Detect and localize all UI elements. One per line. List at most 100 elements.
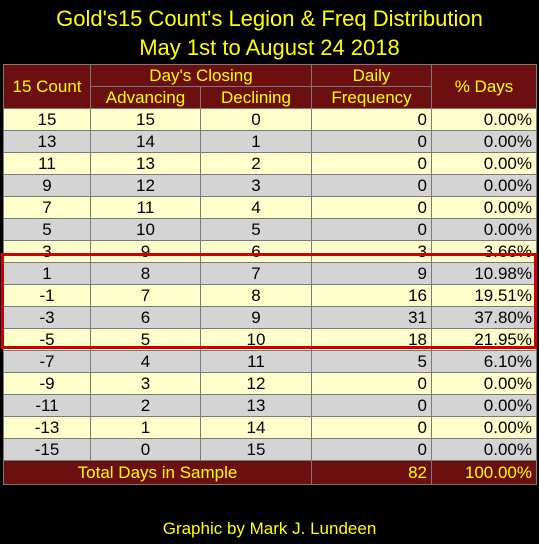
- total-frequency: 82: [311, 460, 432, 485]
- cell-frequency: 31: [311, 306, 432, 329]
- table-row: 11 13 2 0 0.00%: [3, 152, 537, 175]
- cell-advancing: 12: [90, 174, 201, 197]
- header-days-closing: Day's Closing: [90, 64, 312, 87]
- table-body: 15 15 0 0 0.00% 13 14 1 0 0.00% 11 13 2 0 0.00% 9 12 3 0 0.…: [3, 108, 537, 461]
- cell-frequency: 0: [311, 152, 432, 175]
- cell-pct-days: 0.00%: [431, 196, 537, 219]
- cell-declining: 14: [200, 416, 312, 439]
- cell-frequency: 0: [311, 174, 432, 197]
- cell-15-count: -13: [3, 416, 91, 439]
- cell-advancing: 2: [90, 394, 201, 417]
- total-label: Total Days in Sample: [3, 460, 312, 485]
- cell-15-count: -7: [3, 350, 91, 373]
- cell-pct-days: 0.00%: [431, 394, 537, 417]
- cell-15-count: 7: [3, 196, 91, 219]
- cell-declining: 5: [200, 218, 312, 241]
- header-pct-days: % Days: [431, 64, 537, 109]
- header-advancing: Advancing: [90, 86, 201, 109]
- cell-pct-days: 0.00%: [431, 438, 537, 461]
- cell-15-count: -1: [3, 284, 91, 307]
- cell-15-count: -11: [3, 394, 91, 417]
- table-row: -9 3 12 0 0.00%: [3, 372, 537, 395]
- cell-frequency: 0: [311, 218, 432, 241]
- cell-15-count: 3: [3, 240, 91, 263]
- cell-declining: 8: [200, 284, 312, 307]
- cell-15-count: -3: [3, 306, 91, 329]
- chart-subtitle: May 1st to August 24 2018: [139, 35, 400, 60]
- cell-advancing: 11: [90, 196, 201, 219]
- cell-15-count: 9: [3, 174, 91, 197]
- header-15-count: 15 Count: [3, 64, 91, 109]
- table-row: -1 7 8 16 19.51%: [3, 284, 537, 307]
- table-row: -15 0 15 0 0.00%: [3, 438, 537, 461]
- cell-frequency: 0: [311, 196, 432, 219]
- credit-footer: Graphic by Mark J. Lundeen: [162, 519, 377, 538]
- cell-advancing: 7: [90, 284, 201, 307]
- cell-frequency: 0: [311, 438, 432, 461]
- cell-advancing: 5: [90, 328, 201, 351]
- cell-15-count: 1: [3, 262, 91, 285]
- cell-frequency: 16: [311, 284, 432, 307]
- cell-frequency: 9: [311, 262, 432, 285]
- header-frequency: Frequency: [311, 86, 432, 109]
- cell-declining: 12: [200, 372, 312, 395]
- cell-declining: 3: [200, 174, 312, 197]
- cell-15-count: -15: [3, 438, 91, 461]
- table-row: 9 12 3 0 0.00%: [3, 174, 537, 197]
- header-daily: Daily: [311, 64, 432, 87]
- cell-frequency: 0: [311, 372, 432, 395]
- distribution-table: 15 Count Day's Closing Daily % Days Adva…: [3, 64, 537, 485]
- cell-pct-days: 0.00%: [431, 130, 537, 153]
- table-row: 7 11 4 0 0.00%: [3, 196, 537, 219]
- cell-declining: 4: [200, 196, 312, 219]
- cell-advancing: 9: [90, 240, 201, 263]
- cell-advancing: 10: [90, 218, 201, 241]
- table-row: 15 15 0 0 0.00%: [3, 108, 537, 131]
- table-row: 3 9 6 3 3.66%: [3, 240, 537, 263]
- cell-frequency: 0: [311, 416, 432, 439]
- cell-declining: 10: [200, 328, 312, 351]
- cell-advancing: 6: [90, 306, 201, 329]
- cell-declining: 6: [200, 240, 312, 263]
- table-row: -7 4 11 5 6.10%: [3, 350, 537, 373]
- cell-frequency: 0: [311, 394, 432, 417]
- cell-pct-days: 0.00%: [431, 218, 537, 241]
- table-row: 13 14 1 0 0.00%: [3, 130, 537, 153]
- cell-advancing: 8: [90, 262, 201, 285]
- cell-advancing: 4: [90, 350, 201, 373]
- cell-pct-days: 6.10%: [431, 350, 537, 373]
- table-row: -3 6 9 31 37.80%: [3, 306, 537, 329]
- cell-declining: 11: [200, 350, 312, 373]
- cell-pct-days: 0.00%: [431, 174, 537, 197]
- cell-advancing: 13: [90, 152, 201, 175]
- table-row: -11 2 13 0 0.00%: [3, 394, 537, 417]
- cell-15-count: -5: [3, 328, 91, 351]
- cell-pct-days: 0.00%: [431, 416, 537, 439]
- table-row: 5 10 5 0 0.00%: [3, 218, 537, 241]
- cell-advancing: 15: [90, 108, 201, 131]
- cell-15-count: 11: [3, 152, 91, 175]
- cell-pct-days: 0.00%: [431, 108, 537, 131]
- cell-advancing: 0: [90, 438, 201, 461]
- cell-15-count: 5: [3, 218, 91, 241]
- table-row: -13 1 14 0 0.00%: [3, 416, 537, 439]
- table-row: -5 5 10 18 21.95%: [3, 328, 537, 351]
- cell-declining: 0: [200, 108, 312, 131]
- cell-pct-days: 21.95%: [431, 328, 537, 351]
- cell-pct-days: 0.00%: [431, 372, 537, 395]
- cell-declining: 2: [200, 152, 312, 175]
- chart-title: Gold's15 Count's Legion & Freq Distribut…: [56, 6, 483, 31]
- cell-pct-days: 3.66%: [431, 240, 537, 263]
- total-row: Total Days in Sample 82 100.00%: [3, 460, 537, 485]
- cell-frequency: 5: [311, 350, 432, 373]
- cell-pct-days: 37.80%: [431, 306, 537, 329]
- cell-advancing: 3: [90, 372, 201, 395]
- cell-15-count: 13: [3, 130, 91, 153]
- cell-frequency: 0: [311, 108, 432, 131]
- header-declining: Declining: [200, 86, 312, 109]
- cell-pct-days: 19.51%: [431, 284, 537, 307]
- cell-declining: 7: [200, 262, 312, 285]
- cell-declining: 15: [200, 438, 312, 461]
- total-pct: 100.00%: [431, 460, 537, 485]
- cell-declining: 1: [200, 130, 312, 153]
